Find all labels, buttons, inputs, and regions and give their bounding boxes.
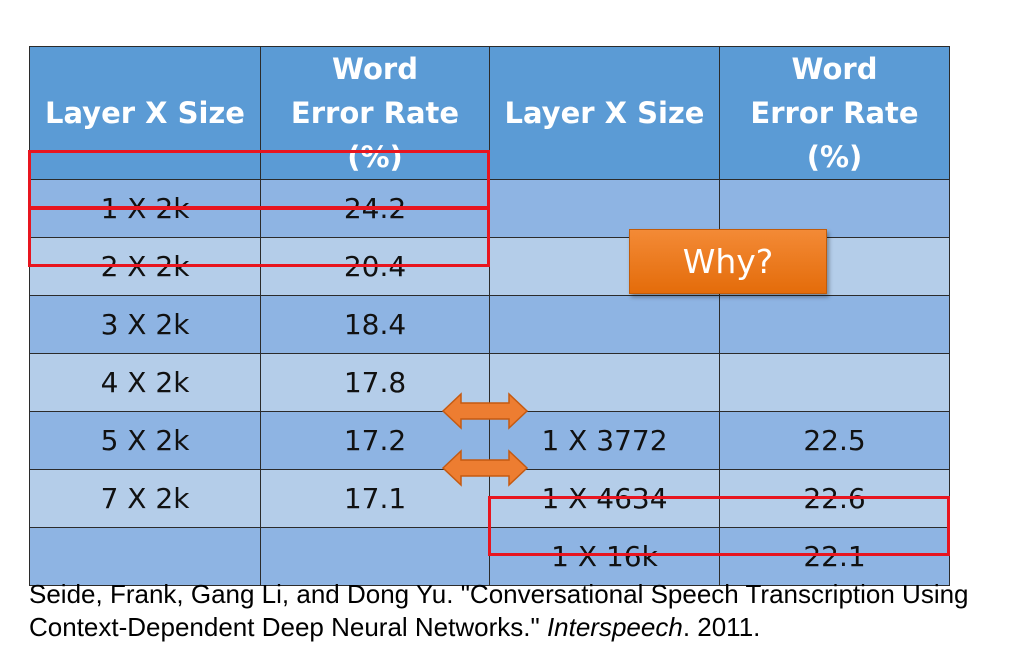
table-row: 1 X 2k 24.2 [29, 179, 950, 238]
table-cell: 20.4 [260, 237, 490, 296]
table-cell: 24.2 [260, 179, 490, 238]
table-cell: 7 X 2k [29, 469, 261, 528]
citation-text: Seide, Frank, Gang Li, and Dong Yu. "Con… [29, 579, 969, 642]
header-layer-size-left: Layer X Size [29, 46, 261, 180]
why-callout: Why? [629, 229, 827, 294]
citation-year: . 2011. [682, 612, 761, 642]
double-arrow-icon [441, 449, 529, 487]
table-cell: 4 X 2k [29, 353, 261, 412]
table-cell [719, 179, 950, 238]
citation: Seide, Frank, Gang Li, and Dong Yu. "Con… [29, 578, 1004, 644]
header-wer-left-label: Word Error Rate (%) [290, 52, 460, 174]
citation-venue: Interspeech [546, 612, 683, 642]
table-row: 3 X 2k 18.4 [29, 295, 950, 354]
table-row: 1 X 16k 22.1 [29, 527, 950, 586]
table-cell [719, 353, 950, 412]
table-cell [260, 527, 490, 586]
results-table: Layer X Size Word Error Rate (%) Layer X… [29, 46, 950, 586]
double-arrow-icon [441, 392, 529, 430]
table-cell [719, 295, 950, 354]
table-cell: 3 X 2k [29, 295, 261, 354]
table-cell [29, 527, 261, 586]
table-cell: 22.1 [719, 527, 950, 586]
table-cell: 2 X 2k [29, 237, 261, 296]
table-cell: 1 X 3772 [489, 411, 720, 470]
header-wer-right-label: Word Error Rate (%) [750, 52, 919, 174]
header-row: Layer X Size Word Error Rate (%) Layer X… [29, 46, 950, 180]
header-wer-right: Word Error Rate (%) [719, 46, 950, 180]
why-callout-label: Why? [682, 242, 774, 281]
table-cell: 5 X 2k [29, 411, 261, 470]
header-wer-left: Word Error Rate (%) [260, 46, 490, 180]
table-cell: 22.5 [719, 411, 950, 470]
table-cell [489, 295, 720, 354]
table-cell: 18.4 [260, 295, 490, 354]
table-cell: 1 X 2k [29, 179, 261, 238]
table-cell: 22.6 [719, 469, 950, 528]
header-layer-size-right: Layer X Size [489, 46, 720, 180]
table-cell: 1 X 16k [489, 527, 720, 586]
